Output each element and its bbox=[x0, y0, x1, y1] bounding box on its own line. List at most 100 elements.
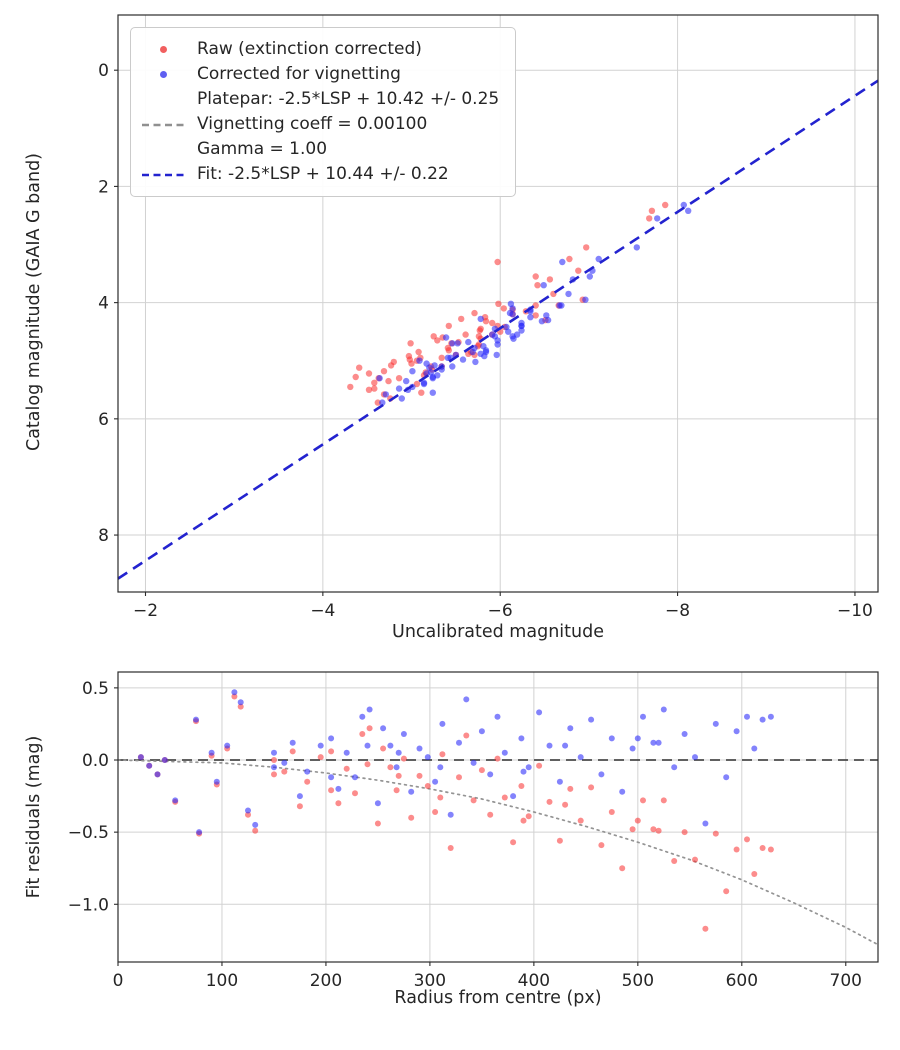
data-point bbox=[518, 322, 525, 330]
data-point bbox=[231, 689, 238, 696]
data-point bbox=[588, 716, 595, 723]
data-point bbox=[562, 742, 569, 749]
data-point bbox=[532, 312, 539, 319]
data-point bbox=[387, 764, 394, 771]
data-point bbox=[680, 201, 687, 209]
data-point bbox=[465, 338, 472, 346]
data-point bbox=[161, 757, 168, 763]
data-point bbox=[296, 793, 303, 800]
data-point bbox=[546, 742, 553, 749]
legend-entry-platepar: Platepar: -2.5*LSP + 10.42 +/- 0.25 Vign… bbox=[141, 87, 499, 162]
data-point bbox=[634, 817, 641, 824]
data-point bbox=[424, 754, 431, 761]
data-point bbox=[408, 814, 415, 821]
data-point bbox=[655, 739, 662, 746]
data-point bbox=[442, 334, 450, 341]
data-point bbox=[712, 830, 719, 837]
data-point bbox=[281, 768, 288, 775]
data-point bbox=[445, 322, 452, 330]
data-point bbox=[510, 839, 517, 846]
data-point bbox=[445, 347, 452, 354]
x-tick-label: 500 bbox=[622, 971, 654, 991]
y-tick-label: 4 bbox=[98, 294, 109, 314]
data-point bbox=[744, 836, 750, 843]
data-point bbox=[364, 742, 371, 749]
data-point bbox=[371, 385, 378, 392]
y-tick-label: 0.0 bbox=[82, 751, 109, 771]
data-point bbox=[317, 742, 324, 749]
data-point bbox=[629, 745, 636, 752]
data-point bbox=[767, 846, 774, 853]
data-point bbox=[430, 333, 437, 340]
data-point bbox=[380, 368, 388, 375]
data-point bbox=[470, 759, 477, 766]
data-point bbox=[536, 709, 543, 716]
data-point bbox=[556, 778, 563, 785]
data-point bbox=[380, 745, 387, 752]
data-point bbox=[429, 389, 436, 396]
data-point bbox=[371, 379, 378, 386]
data-point bbox=[237, 703, 244, 710]
x-tick-label: −8 bbox=[665, 601, 690, 621]
data-point bbox=[146, 762, 153, 769]
data-point bbox=[546, 276, 554, 283]
data-point bbox=[400, 755, 407, 762]
x-tick-label: 300 bbox=[414, 971, 446, 991]
x-tick-label: 0 bbox=[113, 971, 124, 991]
data-point bbox=[347, 383, 354, 391]
data-point bbox=[424, 783, 431, 789]
data-point bbox=[365, 370, 373, 377]
data-point bbox=[543, 312, 550, 319]
data-point bbox=[470, 797, 477, 804]
data-point bbox=[193, 716, 199, 723]
data-point bbox=[437, 764, 444, 771]
data-point bbox=[343, 749, 350, 756]
top-xlabel: Uncalibrated magnitude bbox=[392, 622, 604, 642]
data-point bbox=[366, 725, 373, 732]
data-point bbox=[518, 735, 525, 742]
data-point bbox=[586, 273, 593, 280]
data-point bbox=[423, 370, 430, 377]
x-tick-label: 700 bbox=[830, 971, 862, 991]
data-point bbox=[252, 827, 259, 834]
data-point bbox=[463, 732, 470, 739]
data-point bbox=[494, 337, 501, 344]
data-point bbox=[335, 800, 342, 807]
data-point bbox=[629, 826, 636, 833]
data-point bbox=[271, 757, 277, 763]
data-point bbox=[536, 762, 543, 769]
data-point bbox=[449, 363, 456, 370]
data-point bbox=[379, 399, 386, 406]
data-point bbox=[432, 778, 439, 785]
fit-line-sample bbox=[141, 172, 185, 178]
data-point bbox=[447, 811, 454, 818]
data-point bbox=[767, 713, 774, 720]
raw-dot-icon bbox=[159, 46, 167, 53]
data-point bbox=[583, 244, 590, 251]
data-point bbox=[454, 340, 461, 347]
data-point bbox=[671, 764, 678, 771]
data-point bbox=[458, 315, 465, 323]
data-point bbox=[507, 300, 515, 307]
data-point bbox=[510, 793, 517, 800]
data-point bbox=[237, 699, 244, 706]
data-point bbox=[382, 391, 389, 398]
data-point bbox=[655, 827, 662, 834]
data-point bbox=[685, 207, 692, 214]
data-point bbox=[434, 337, 441, 344]
data-point bbox=[744, 713, 750, 720]
data-point bbox=[405, 352, 413, 360]
legend-label-vignetting: Corrected for vignetting bbox=[197, 64, 401, 84]
x-tick-label: −4 bbox=[310, 601, 335, 621]
data-point bbox=[352, 790, 358, 797]
bottom-xlabel: Radius from centre (px) bbox=[394, 988, 602, 1008]
data-point bbox=[482, 318, 490, 325]
data-point bbox=[619, 788, 626, 795]
y-tick-label: 8 bbox=[98, 526, 109, 546]
data-point bbox=[393, 764, 400, 771]
data-point bbox=[588, 784, 595, 791]
data-point bbox=[390, 358, 397, 366]
data-point bbox=[426, 364, 433, 371]
data-point bbox=[196, 829, 203, 836]
data-point bbox=[654, 215, 661, 222]
